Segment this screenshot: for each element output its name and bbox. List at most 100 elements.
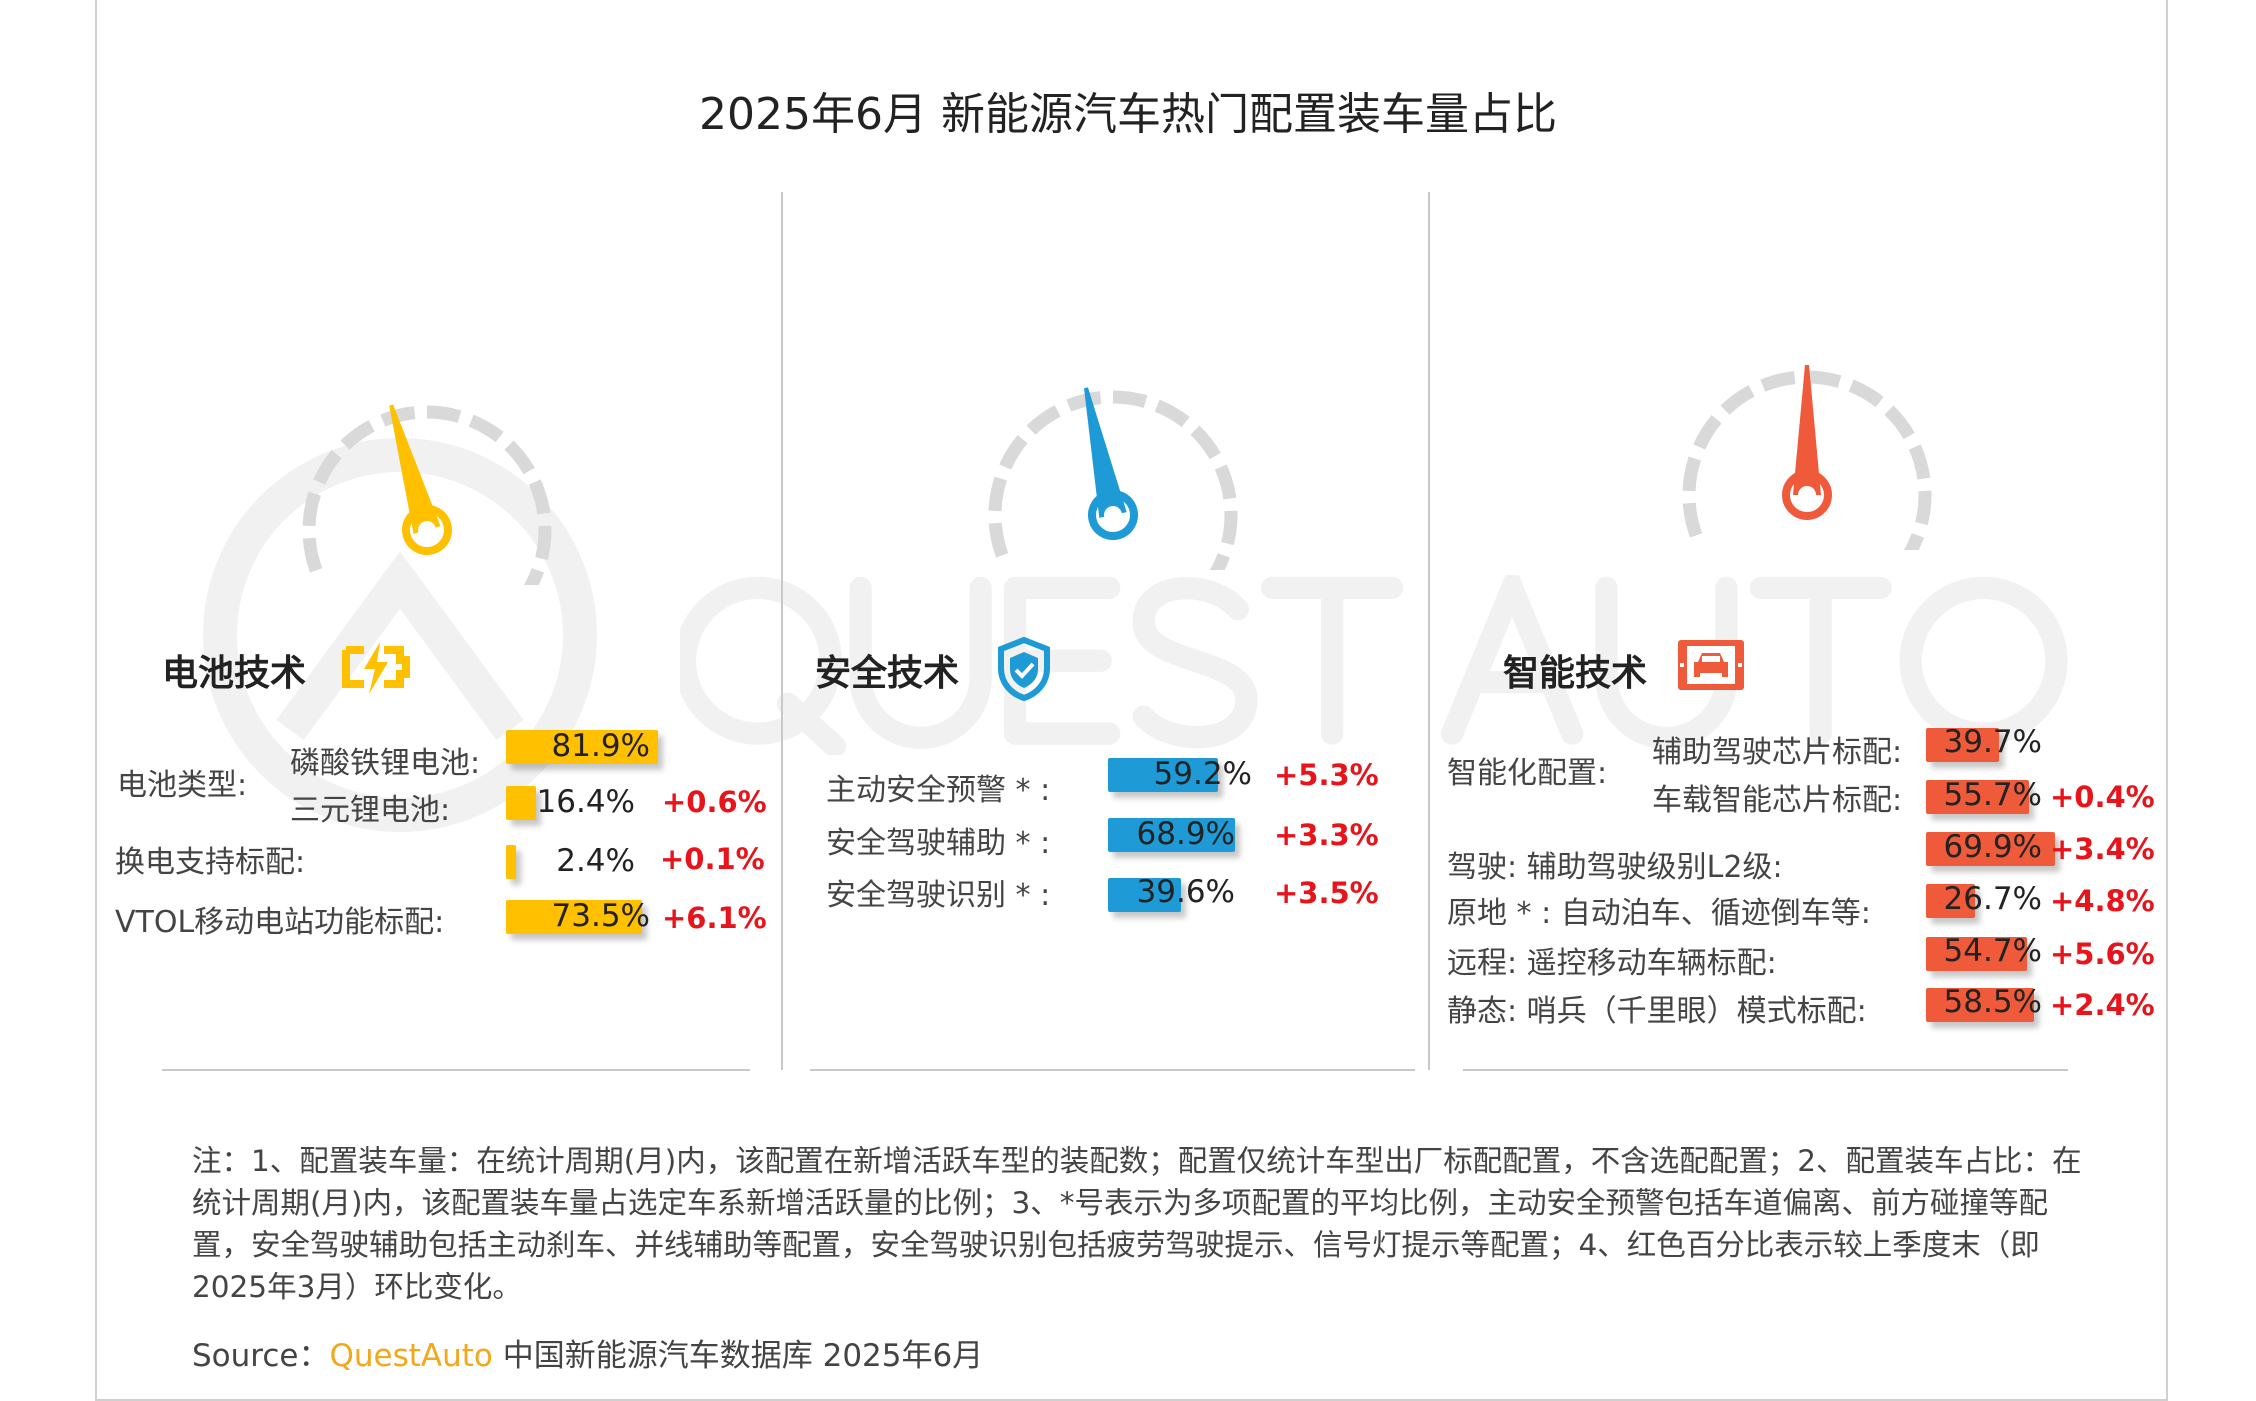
gauge-tick bbox=[999, 434, 1028, 470]
battery-section-title: 电池技术 bbox=[162, 653, 307, 694]
value-label: 2.4% bbox=[556, 843, 635, 879]
gauge-tick bbox=[1903, 532, 1924, 550]
bar bbox=[1926, 728, 2000, 762]
bar bbox=[506, 786, 537, 820]
row-label: 三元锂电池: bbox=[290, 793, 451, 828]
gauge-needle bbox=[389, 404, 452, 555]
battery-group-label: 电池类型: bbox=[117, 768, 248, 803]
gauge-tick bbox=[523, 567, 544, 585]
gauge-tick bbox=[380, 406, 416, 427]
gauge-tick bbox=[1154, 399, 1190, 428]
gauge-tick bbox=[1682, 456, 1702, 492]
row-label: 换电支持标配: bbox=[115, 845, 306, 880]
change-label: +0.1% bbox=[660, 842, 765, 876]
battery-bolt-icon bbox=[342, 642, 410, 694]
footnote: 注：1、配置装车量：在统计周期(月)内，该配置在新增活跃车型的装配数；配置仅统计… bbox=[192, 1144, 2082, 1304]
battery-gauge-icon bbox=[302, 404, 552, 585]
gauge-tick bbox=[1884, 405, 1915, 440]
source-prefix: Source： bbox=[192, 1338, 330, 1374]
footer: 注：1、配置装车量：在统计周期(月)内，该配置在新增活跃车型的装配数；配置仅统计… bbox=[192, 1140, 2102, 1375]
gauge-tick bbox=[1693, 414, 1722, 450]
gauge-tick bbox=[340, 420, 375, 450]
change-label: +3.4% bbox=[2050, 832, 2155, 866]
row-label: 安全驾驶辅助 * : bbox=[826, 826, 1051, 861]
gauge-tick bbox=[528, 479, 551, 515]
chart-title: 2025年6月 新能源汽车热门配置装车量占比 bbox=[699, 89, 1557, 140]
bar bbox=[506, 845, 516, 879]
change-label: +0.4% bbox=[2050, 780, 2155, 814]
gauge-tick bbox=[302, 491, 322, 527]
gauge-tick bbox=[504, 440, 535, 475]
row-label: 远程: 遥控移动车辆标配: bbox=[1447, 946, 1777, 981]
gauge-tick bbox=[1720, 385, 1755, 415]
smart-gauge-icon bbox=[1682, 365, 1932, 550]
bar bbox=[506, 900, 642, 934]
smart-section-title: 智能技术 bbox=[1503, 653, 1648, 694]
bar bbox=[1108, 758, 1218, 792]
bar bbox=[506, 730, 658, 764]
value-label: 55.7% bbox=[1943, 777, 2042, 813]
bar bbox=[1108, 818, 1236, 852]
row-label: VTOL移动电站功能标配: bbox=[115, 905, 445, 940]
gauge-tick bbox=[426, 405, 462, 423]
gauge-tick bbox=[1112, 390, 1148, 408]
gauge-tick bbox=[988, 522, 1009, 558]
value-label: 68.9% bbox=[1136, 816, 1235, 852]
gauge-tick bbox=[1682, 502, 1703, 538]
value-label: 39.6% bbox=[1136, 874, 1235, 910]
change-label: +4.8% bbox=[2050, 884, 2155, 918]
safety-gauge-icon bbox=[988, 387, 1238, 570]
divider bbox=[810, 1069, 1415, 1071]
gauge-tick bbox=[1214, 464, 1237, 500]
change-label: +2.4% bbox=[2050, 988, 2155, 1022]
gauge-needle bbox=[1782, 365, 1832, 520]
gauge-tick bbox=[1760, 371, 1796, 392]
source-brand: QuestAuto bbox=[329, 1338, 493, 1374]
bar bbox=[1926, 832, 2056, 866]
change-label: +0.6% bbox=[662, 785, 767, 819]
value-label: 81.9% bbox=[551, 728, 650, 764]
gauge-tick bbox=[988, 476, 1008, 512]
row-label: 驾驶: 辅助驾驶级别L2级: bbox=[1447, 850, 1783, 885]
divider bbox=[1463, 1069, 2068, 1071]
value-label: 39.7% bbox=[1943, 724, 2042, 760]
bar bbox=[1108, 878, 1182, 912]
gauge-tick bbox=[1221, 510, 1238, 546]
gauge-tick bbox=[302, 537, 323, 573]
source-text: 中国新能源汽车数据库 2025年6月 bbox=[492, 1338, 984, 1374]
gauge-tick bbox=[1915, 490, 1932, 526]
divider bbox=[1428, 192, 1430, 1070]
gauge-needle bbox=[1084, 387, 1138, 540]
bar bbox=[1926, 884, 1976, 918]
value-label: 58.5% bbox=[1943, 984, 2042, 1020]
value-label: 26.7% bbox=[1943, 881, 2042, 917]
gauge-tick bbox=[1190, 425, 1221, 460]
shield-check-icon bbox=[998, 636, 1050, 702]
bar bbox=[1926, 937, 2028, 971]
gauge-tick bbox=[1806, 370, 1842, 388]
car-screen-icon bbox=[1678, 640, 1744, 690]
gauge-tick bbox=[313, 449, 342, 485]
gauge-tick bbox=[1209, 552, 1230, 570]
gauge-tick bbox=[1908, 444, 1931, 480]
row-label: 原地 * : 自动泊车、循迹倒车等: bbox=[1447, 896, 1871, 931]
gauge-tick bbox=[468, 414, 504, 443]
change-label: +5.3% bbox=[1274, 758, 1379, 792]
safety-section-title: 安全技术 bbox=[815, 653, 960, 694]
divider bbox=[162, 1069, 750, 1071]
bar bbox=[1926, 988, 2035, 1022]
source-line: Source：QuestAuto 中国新能源汽车数据库 2025年6月 bbox=[192, 1330, 2102, 1375]
divider bbox=[781, 192, 783, 1070]
row-label: 主动安全预警 * : bbox=[826, 773, 1051, 808]
change-label: +3.5% bbox=[1274, 876, 1379, 910]
gauge-tick bbox=[1066, 391, 1102, 412]
smart-group-label: 智能化配置: bbox=[1447, 756, 1608, 791]
row-label: 车载智能芯片标配: bbox=[1652, 783, 1903, 818]
gauge-tick bbox=[535, 525, 552, 561]
value-label: 73.5% bbox=[551, 898, 650, 934]
row-label: 磷酸铁锂电池: bbox=[290, 746, 481, 781]
row-label: 安全驾驶识别 * : bbox=[826, 878, 1051, 913]
value-label: 16.4% bbox=[536, 784, 635, 820]
row-label: 静态: 哨兵（千里眼）模式标配: bbox=[1447, 994, 1867, 1029]
gauge-tick bbox=[1848, 379, 1884, 408]
